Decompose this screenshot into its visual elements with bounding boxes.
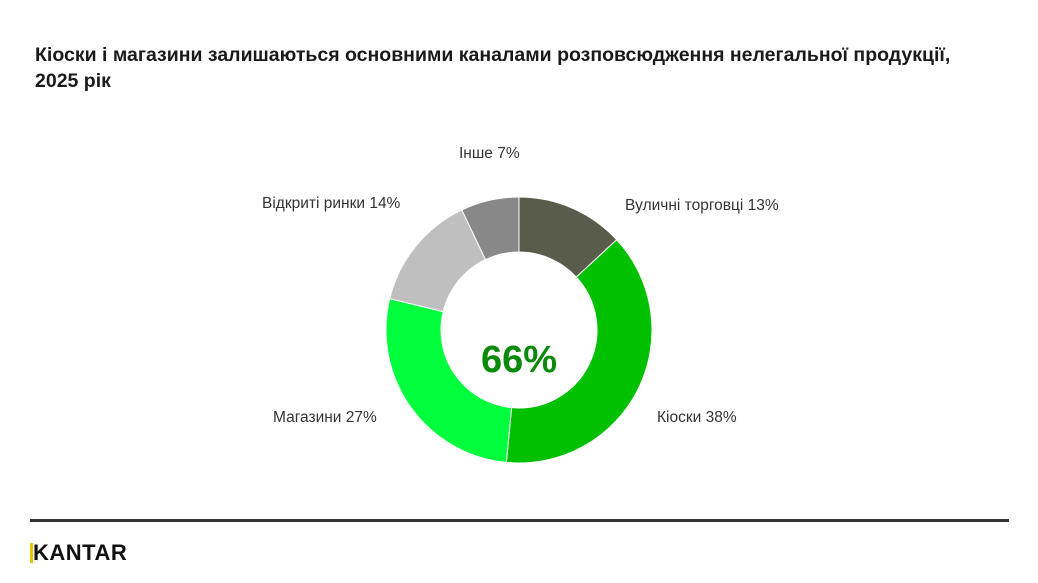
- label-open-markets: Відкриті ринки 14%: [262, 195, 401, 212]
- logo-text: ANTAR: [49, 540, 128, 565]
- logo-k: K: [33, 540, 50, 565]
- donut-segments: [385, 196, 653, 464]
- kantar-logo: K ANTAR: [30, 540, 127, 566]
- label-other: Інше 7%: [459, 145, 520, 162]
- donut-segment-2: [385, 298, 513, 463]
- label-shops: Магазини 27%: [273, 409, 377, 426]
- logo-accent-bar: [30, 543, 33, 563]
- center-value: 66%: [480, 339, 558, 381]
- chart-title: Кіоски і магазини залишаються основними …: [35, 44, 951, 92]
- label-kiosks: Кіоски 38%: [657, 409, 737, 426]
- donut-segment-1: [505, 239, 653, 464]
- donut-segment-4: [461, 196, 520, 261]
- footer-divider: [30, 519, 1009, 522]
- label-street-vendors: Вуличні торговці 13%: [625, 197, 779, 214]
